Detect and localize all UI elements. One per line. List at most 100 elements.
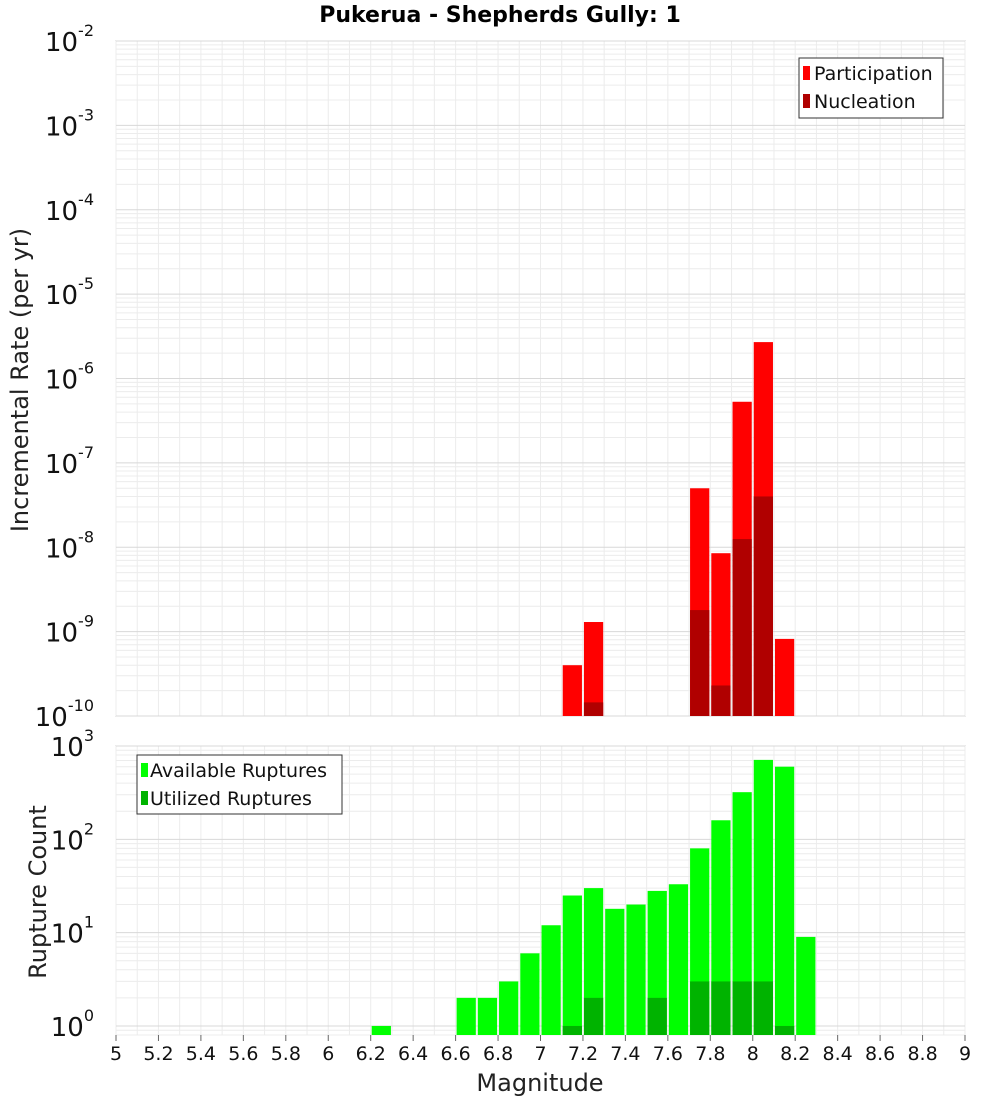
bar-available-ruptures [626,904,646,1035]
bar-participation [711,553,731,716]
bar-utilized-ruptures [583,997,604,1035]
y-tick-label: 10-9 [45,612,94,649]
x-tick-label: 6.6 [440,1043,470,1065]
y-tick-exponent: -6 [78,359,94,378]
y-tick-exponent: 1 [84,913,94,932]
y-tick-label: 102 [51,819,94,856]
x-tick-label: 6.8 [483,1043,513,1065]
y-tick-exponent: -3 [78,105,94,124]
top-bars [562,342,795,716]
x-axis-label: Magnitude [476,1069,603,1097]
bar-available-ruptures [796,936,816,1035]
x-tick-label: 6.2 [356,1043,386,1065]
y-tick-exponent: -5 [78,274,94,293]
legend-label-utilized: Utilized Ruptures [150,788,312,810]
x-tick-label: 8.4 [823,1043,853,1065]
x-tick-label: 5.2 [143,1043,173,1065]
bar-participation [583,622,604,716]
x-tick-label: 6.4 [398,1043,428,1065]
x-tick-label: 5.8 [271,1043,301,1065]
y-tick-exponent: 2 [84,819,94,838]
y-tick-label: 10-8 [45,527,94,564]
y-tick-exponent: -8 [78,527,94,546]
top-legend: Participation Nucleation [798,57,944,119]
legend-swatch-nucleation [803,94,810,108]
x-ticks: 5 5.2 5.4 5.6 5.8 6 6.2 6.4 6.6 6.8 7 7.2 7.4 7.6 7.8 8… [110,1035,971,1065]
bottom-bars [371,759,816,1035]
bar-utilized-ruptures [753,981,773,1035]
bar-nucleation [732,539,752,716]
bottom-legend-box [136,754,343,815]
x-tick-label: 8.8 [907,1043,937,1065]
x-tick-label: 8.2 [780,1043,810,1065]
x-tick-label: 6 [322,1043,334,1065]
y-tick-label: 10-5 [45,274,94,311]
bar-utilized-ruptures [711,981,731,1035]
bar-available-ruptures [668,884,689,1035]
y-tick-label: 10-7 [45,443,94,480]
y-tick-exponent: -10 [68,696,94,715]
x-tick-label: 8.6 [865,1043,895,1065]
x-tick-label: 7.2 [568,1043,598,1065]
legend-swatch-participation [803,66,810,80]
y-tick-exponent: -2 [78,21,94,40]
bar-available-ruptures [520,953,540,1035]
x-tick-label: 7.4 [610,1043,640,1065]
bar-utilized-ruptures [647,997,667,1035]
bottom-y-ticks: 100 101 102 1 0 3 [51,726,94,1043]
bar-available-ruptures [753,759,773,1035]
y-tick-label: 101 [51,913,94,950]
y-tick-label: 10-4 [45,190,94,227]
y-tick-exponent: -7 [78,443,94,462]
x-tick-label: 7.8 [695,1043,725,1065]
legend-label-available: Available Ruptures [150,760,327,782]
bottom-panel: 100 101 102 1 0 3 5 5.2 5.4 5.6 5.8 6 6.2 6.4 6.6 6.8 7… [24,726,971,1097]
top-grid [115,40,966,717]
bar-nucleation [711,685,731,716]
x-tick-label: 7 [534,1043,546,1065]
legend-swatch-available [141,763,148,777]
x-tick-label: 5.6 [228,1043,258,1065]
bar-utilized-ruptures [732,981,752,1035]
y-tick-exponent: 0 [84,1006,94,1025]
chart-title: Pukerua - Shepherds Gully: 1 [319,3,681,28]
top-legend-box [798,57,944,119]
bar-utilized-ruptures [774,1025,795,1035]
y-tick-exponent: 3 [84,726,94,745]
bar-nucleation [753,496,773,716]
x-tick-label: 5.4 [186,1043,216,1065]
y-tick-label: 100 [51,1006,94,1043]
bar-available-ruptures [732,792,752,1035]
bar-utilized-ruptures [562,1025,582,1035]
legend-label-nucleation: Nucleation [814,91,916,113]
legend-swatch-utilized [141,791,148,805]
bar-available-ruptures [541,925,561,1035]
bar-available-ruptures [774,766,795,1035]
bar-participation [562,665,582,716]
bottom-y-axis-label: Rupture Count [24,805,52,979]
bar-available-ruptures [477,997,498,1035]
y-tick-exponent: -4 [78,190,94,209]
x-tick-label: 9 [959,1043,971,1065]
bar-available-ruptures [711,820,731,1035]
bar-available-ruptures [456,997,476,1035]
bar-nucleation [583,702,604,716]
y-tick-label: 10-6 [45,359,94,396]
y-tick-exponent: -9 [78,612,94,631]
bar-nucleation [690,610,710,716]
y-tick-label: 10-3 [45,105,94,142]
top-y-axis-label: Incremental Rate (per yr) [6,228,34,532]
x-tick-label: 5 [110,1043,122,1065]
legend-label-participation: Participation [814,63,933,85]
x-tick-label: 8 [747,1043,759,1065]
bar-available-ruptures [562,895,582,1035]
bar-available-ruptures [371,1025,391,1035]
bottom-legend: Available Ruptures Utilized Ruptures [136,754,343,815]
bar-participation [774,638,795,716]
bar-utilized-ruptures [690,981,710,1035]
x-tick-label: 7.6 [653,1043,683,1065]
bar-available-ruptures [499,981,519,1035]
